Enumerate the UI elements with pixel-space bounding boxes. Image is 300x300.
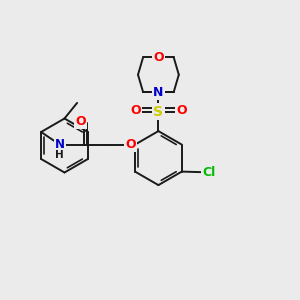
Text: O: O bbox=[176, 103, 187, 117]
Text: O: O bbox=[153, 51, 164, 64]
Text: O: O bbox=[75, 115, 86, 128]
Text: N: N bbox=[55, 138, 65, 151]
Text: N: N bbox=[153, 85, 164, 99]
Text: O: O bbox=[130, 103, 141, 117]
Text: O: O bbox=[125, 138, 136, 151]
Text: Cl: Cl bbox=[202, 166, 215, 179]
Text: H: H bbox=[55, 150, 64, 160]
Text: S: S bbox=[153, 105, 164, 118]
